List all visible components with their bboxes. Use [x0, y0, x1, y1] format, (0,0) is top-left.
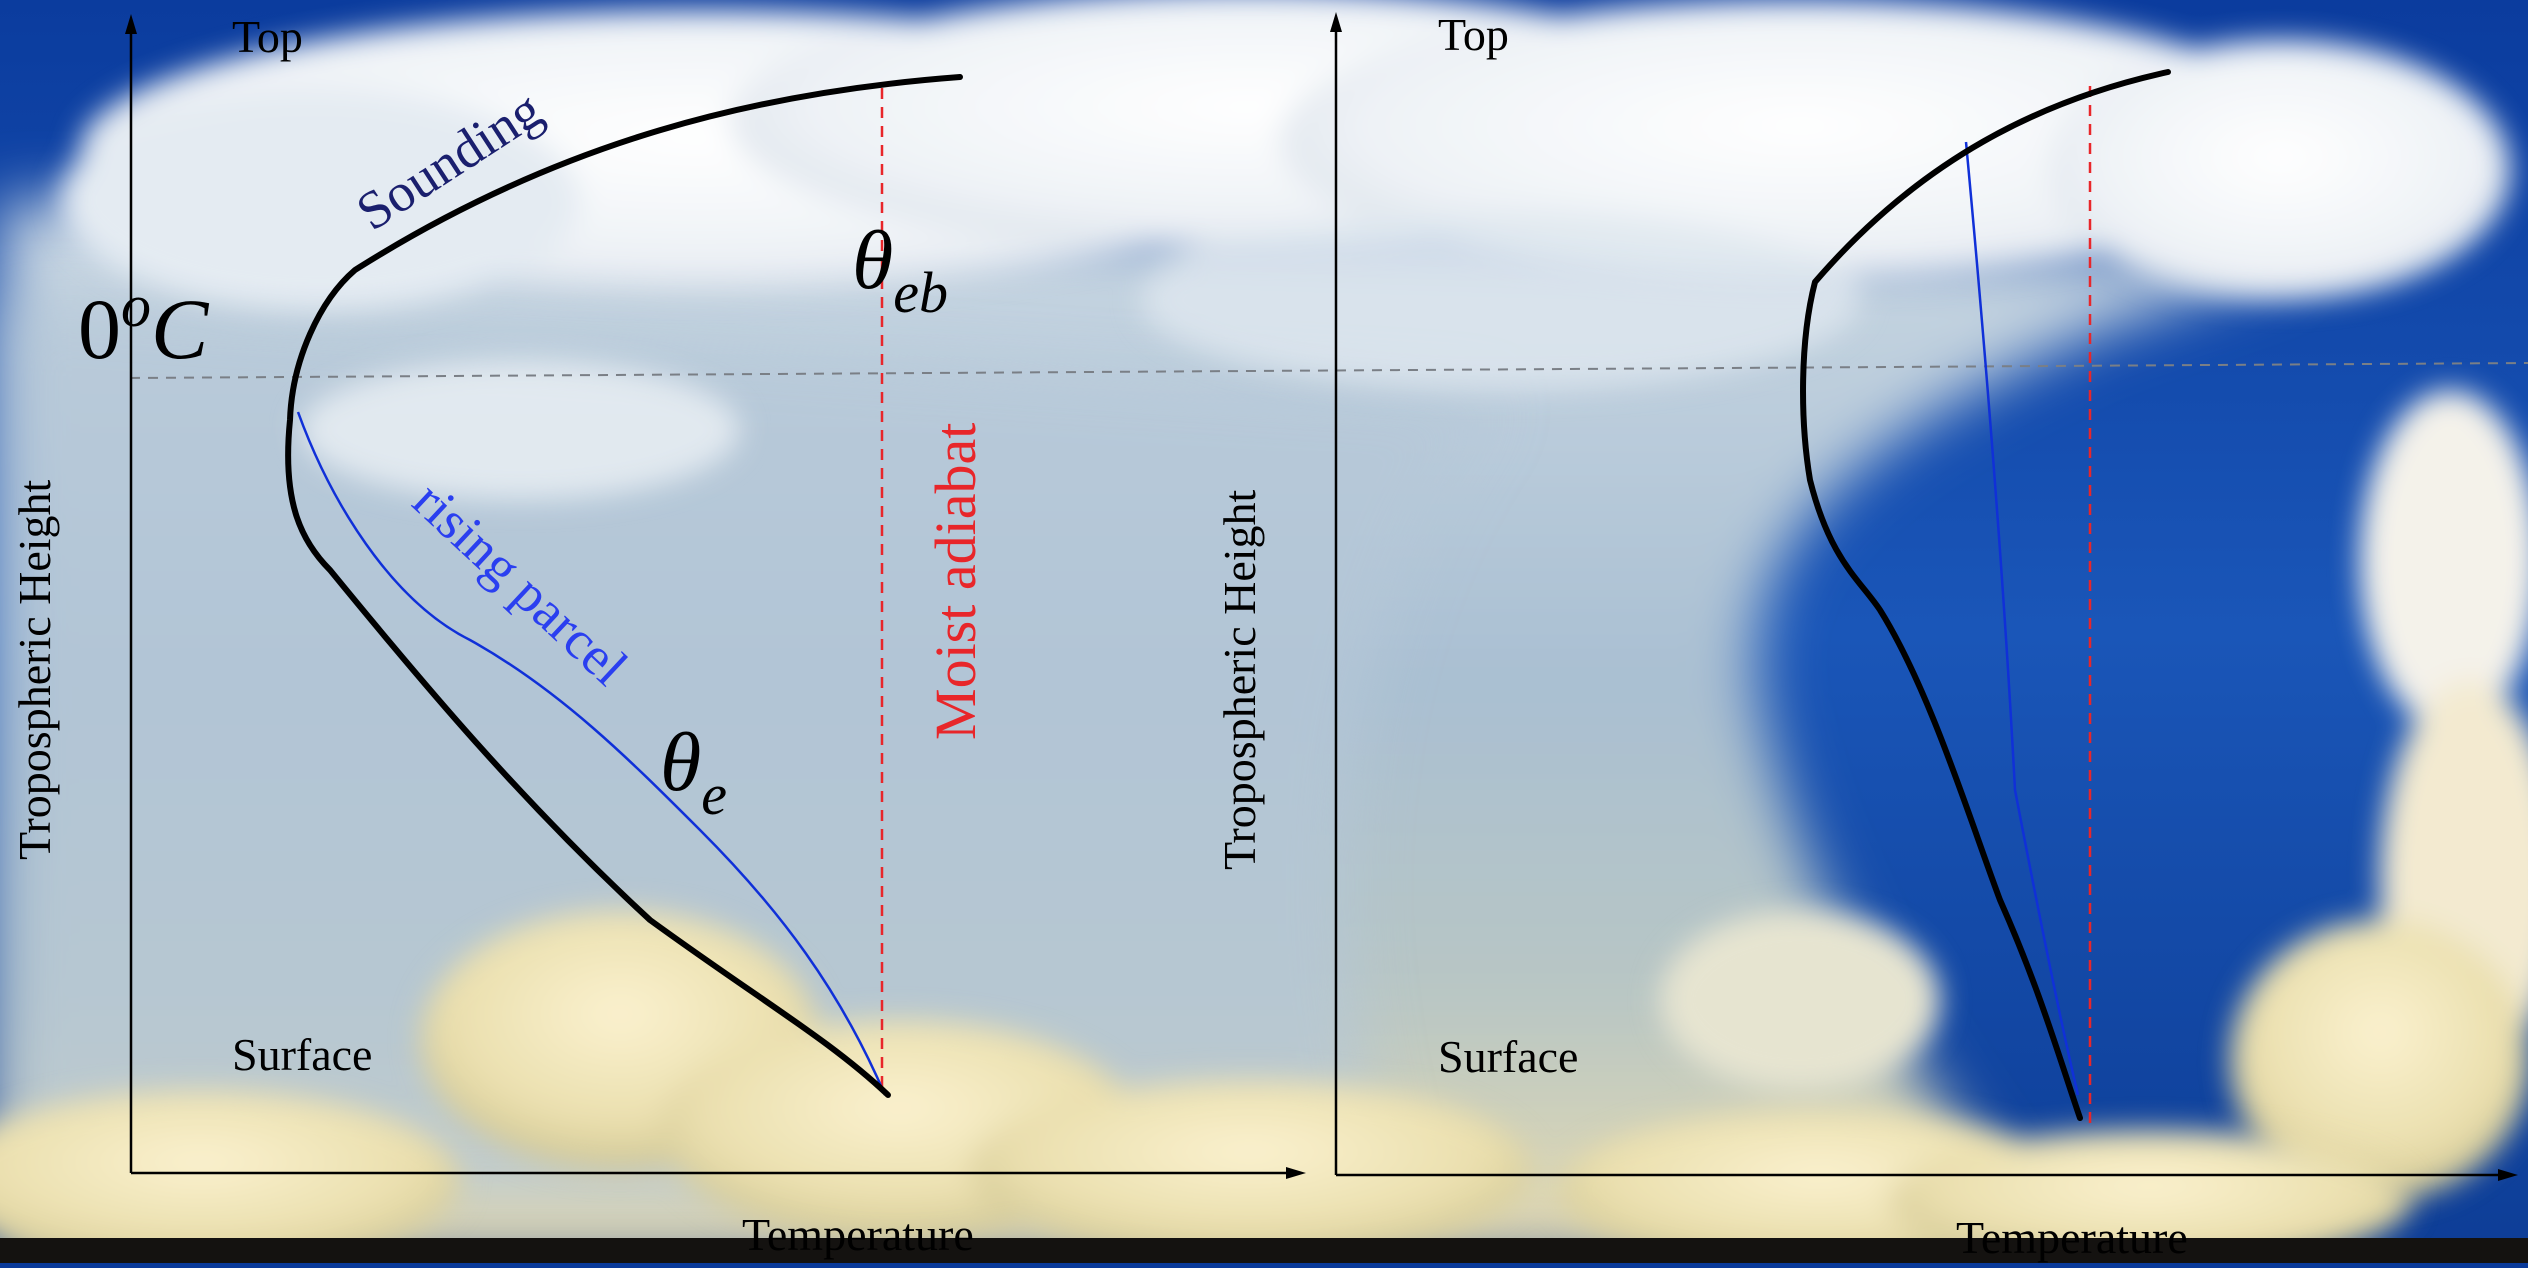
theta-e-label: θe	[660, 716, 727, 827]
right-parcel-curve	[1964, 141, 2080, 1096]
right-sounding-curve	[1800, 69, 2171, 1121]
left-y-axis-arrowhead	[125, 14, 137, 34]
right-x-axis-arrowhead	[2498, 1169, 2518, 1181]
left-sounding-curve	[285, 74, 963, 1098]
theta-eb-label: θeb	[852, 214, 948, 325]
left-top-label: Top	[232, 11, 303, 62]
right-y-axis-label: Tropospheric Height	[1214, 489, 1265, 870]
right-surface-label: Surface	[1438, 1031, 1578, 1082]
freezing-level-label: 0oC	[78, 273, 210, 377]
left-parcel-curve	[296, 411, 887, 1096]
right-top-label: Top	[1438, 9, 1509, 60]
left-x-axis-arrowhead	[1286, 1167, 1306, 1179]
right-panel: Top Surface Tropospheric Height Temperat…	[1214, 9, 2518, 1263]
right-y-axis-arrowhead	[1330, 12, 1342, 32]
right-x-axis-label: Temperature	[1956, 1212, 2188, 1263]
freezing-level-line	[129, 362, 2528, 379]
left-surface-label: Surface	[232, 1029, 372, 1080]
left-x-axis-label: Temperature	[742, 1209, 974, 1260]
moist-adiabat-label: Moist adiabat	[923, 423, 988, 740]
left-y-axis-label: Tropospheric Height	[9, 479, 60, 860]
